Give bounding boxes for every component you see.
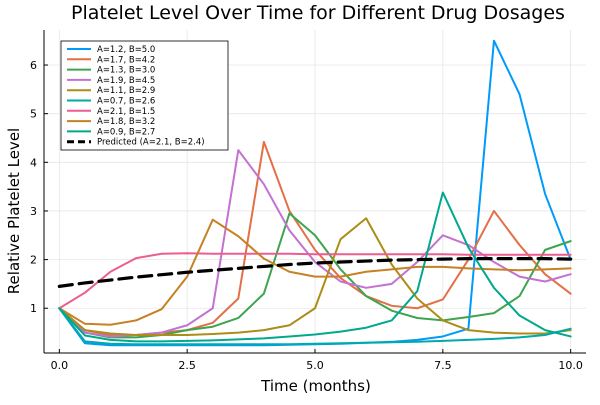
legend: A=1.2, B=5.0A=1.7, B=4.2A=1.3, B=3.0A=1.… (60, 40, 229, 151)
x-tick-label: 0.0 (51, 359, 69, 372)
series-line-5 (58, 217, 572, 336)
legend-label-3: A=1.3, B=3.0 (97, 66, 155, 76)
y-tick-label: 3 (30, 205, 37, 218)
legend-label-5: A=1.1, B=2.9 (97, 86, 155, 96)
y-axis-label: Relative Platelet Level (5, 128, 23, 294)
legend-label-7: A=2.1, B=1.5 (97, 107, 155, 117)
legend-label-10: Predicted (A=2.1, B=2.4) (97, 138, 205, 148)
series-line-7 (58, 252, 572, 310)
tick-labels: 0.0 2.5 5.0 7.5 10.0 1 2 3 4 5 6 (30, 59, 583, 372)
y-tick-label: 4 (30, 156, 37, 169)
series-lines (57, 39, 573, 347)
series-line-3 (58, 212, 572, 339)
legend-label-9: A=0.9, B=2.7 (97, 127, 155, 137)
x-tick-label: 10.0 (558, 359, 583, 372)
axes (43, 30, 586, 354)
series-line-8 (58, 218, 572, 326)
y-tick-label: 5 (30, 108, 37, 121)
x-tick-label: 5.0 (306, 359, 324, 372)
y-tick-label: 6 (30, 59, 37, 72)
series-line-10 (57, 257, 573, 288)
x-tick-label: 2.5 (178, 359, 196, 372)
legend-label-1: A=1.2, B=5.0 (97, 45, 155, 55)
series-line-9 (58, 191, 572, 343)
legend-label-6: A=0.7, B=2.6 (97, 97, 155, 107)
chart-title: Platelet Level Over Time for Different D… (71, 2, 565, 24)
y-tick-label: 2 (30, 254, 37, 267)
legend-label-2: A=1.7, B=4.2 (97, 55, 155, 65)
legend-label-4: A=1.9, B=4.5 (97, 76, 155, 86)
x-axis-label: Time (months) (260, 377, 371, 395)
legend-label-8: A=1.8, B=3.2 (97, 117, 155, 127)
series-line-6 (58, 307, 572, 346)
x-tick-label: 7.5 (434, 359, 452, 372)
y-tick-label: 1 (30, 302, 37, 315)
